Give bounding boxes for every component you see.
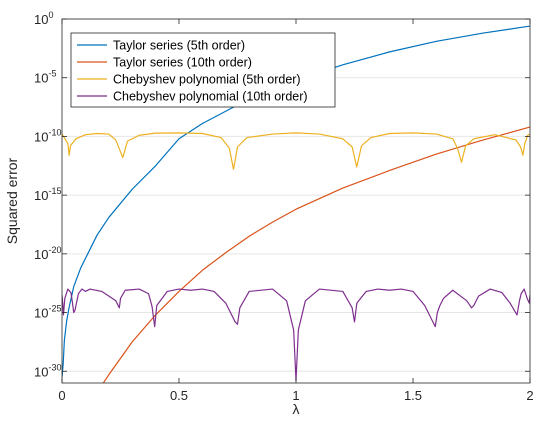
y-tick-label: 10-30 <box>34 362 61 379</box>
legend-label-taylor-10: Taylor series (10th order) <box>113 56 252 70</box>
y-tick-label: 10-10 <box>34 127 61 144</box>
y-axis-label: Squared error <box>4 157 20 244</box>
series-line-3 <box>62 288 530 382</box>
x-tick-label: 0.5 <box>170 388 188 403</box>
x-tick-label: 1 <box>292 388 299 403</box>
x-tick-label: 0 <box>58 388 65 403</box>
x-tick-label: 2 <box>526 388 533 403</box>
y-tick-label: 100 <box>34 10 53 27</box>
x-tick-label: 1.5 <box>404 388 422 403</box>
x-axis-label: λ <box>293 401 300 417</box>
series-line-0 <box>62 25 530 378</box>
series-lines <box>62 25 530 383</box>
legend-label-taylor-5: Taylor series (5th order) <box>113 39 245 53</box>
legend-label-chebyshev-5: Chebyshev polynomial (5th order) <box>113 73 301 87</box>
y-tick-label: 10-20 <box>34 245 61 262</box>
y-tick-label: 10-5 <box>34 69 56 86</box>
legend: Taylor series (5th order) Taylor series … <box>70 32 336 108</box>
legend-box <box>70 32 336 108</box>
y-tick-label: 10-25 <box>34 304 61 321</box>
series-line-2 <box>62 132 530 170</box>
legend-label-chebyshev-10: Chebyshev polynomial (10th order) <box>113 90 308 104</box>
x-axis: 0 0.5 1 1.5 2 <box>58 19 534 403</box>
y-tick-label: 10-15 <box>34 186 61 203</box>
series-line-1 <box>102 126 530 383</box>
y-axis: 100 10-5 10-10 10-15 10-20 10-25 10-30 <box>34 10 530 379</box>
